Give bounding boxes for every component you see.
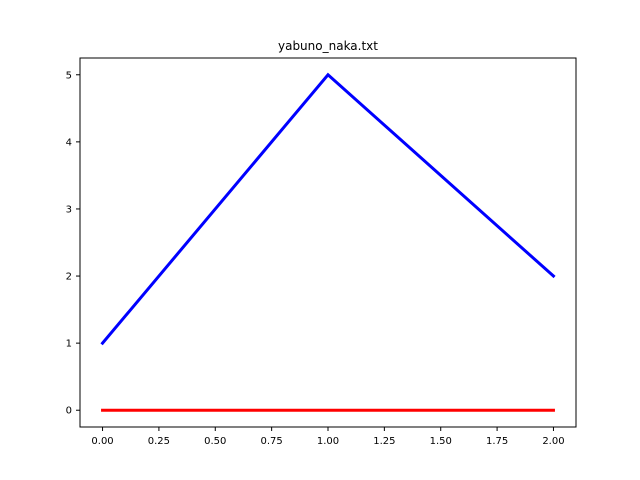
series-layer (100, 72, 556, 412)
x-tick-label: 2.00 (542, 436, 564, 447)
y-axis: 0 1 2 3 4 5 (66, 70, 80, 417)
x-tick-label: 1.50 (430, 436, 452, 447)
x-tick-label: 0.50 (204, 436, 226, 447)
y-tick-label: 2 (66, 272, 72, 283)
x-tick-label: 1.75 (486, 436, 508, 447)
y-tick-label: 5 (66, 70, 72, 81)
x-tick-label: 1.25 (373, 436, 395, 447)
x-tick-label: 1.00 (317, 436, 339, 447)
series-line-0 (100, 72, 556, 346)
y-tick-label: 4 (66, 137, 72, 148)
y-tick-label: 1 (66, 339, 72, 350)
x-tick-label: 0.00 (91, 436, 113, 447)
y-tick-label: 3 (66, 204, 72, 215)
x-tick-label: 0.75 (261, 436, 283, 447)
x-axis: 0.00 0.25 0.50 0.75 1.00 1.25 1.50 1.75 2.00 (91, 427, 565, 447)
x-tick-label: 0.25 (148, 436, 170, 447)
chart-title: yabuno_naka.txt (278, 39, 378, 53)
y-tick-label: 0 (66, 406, 72, 417)
